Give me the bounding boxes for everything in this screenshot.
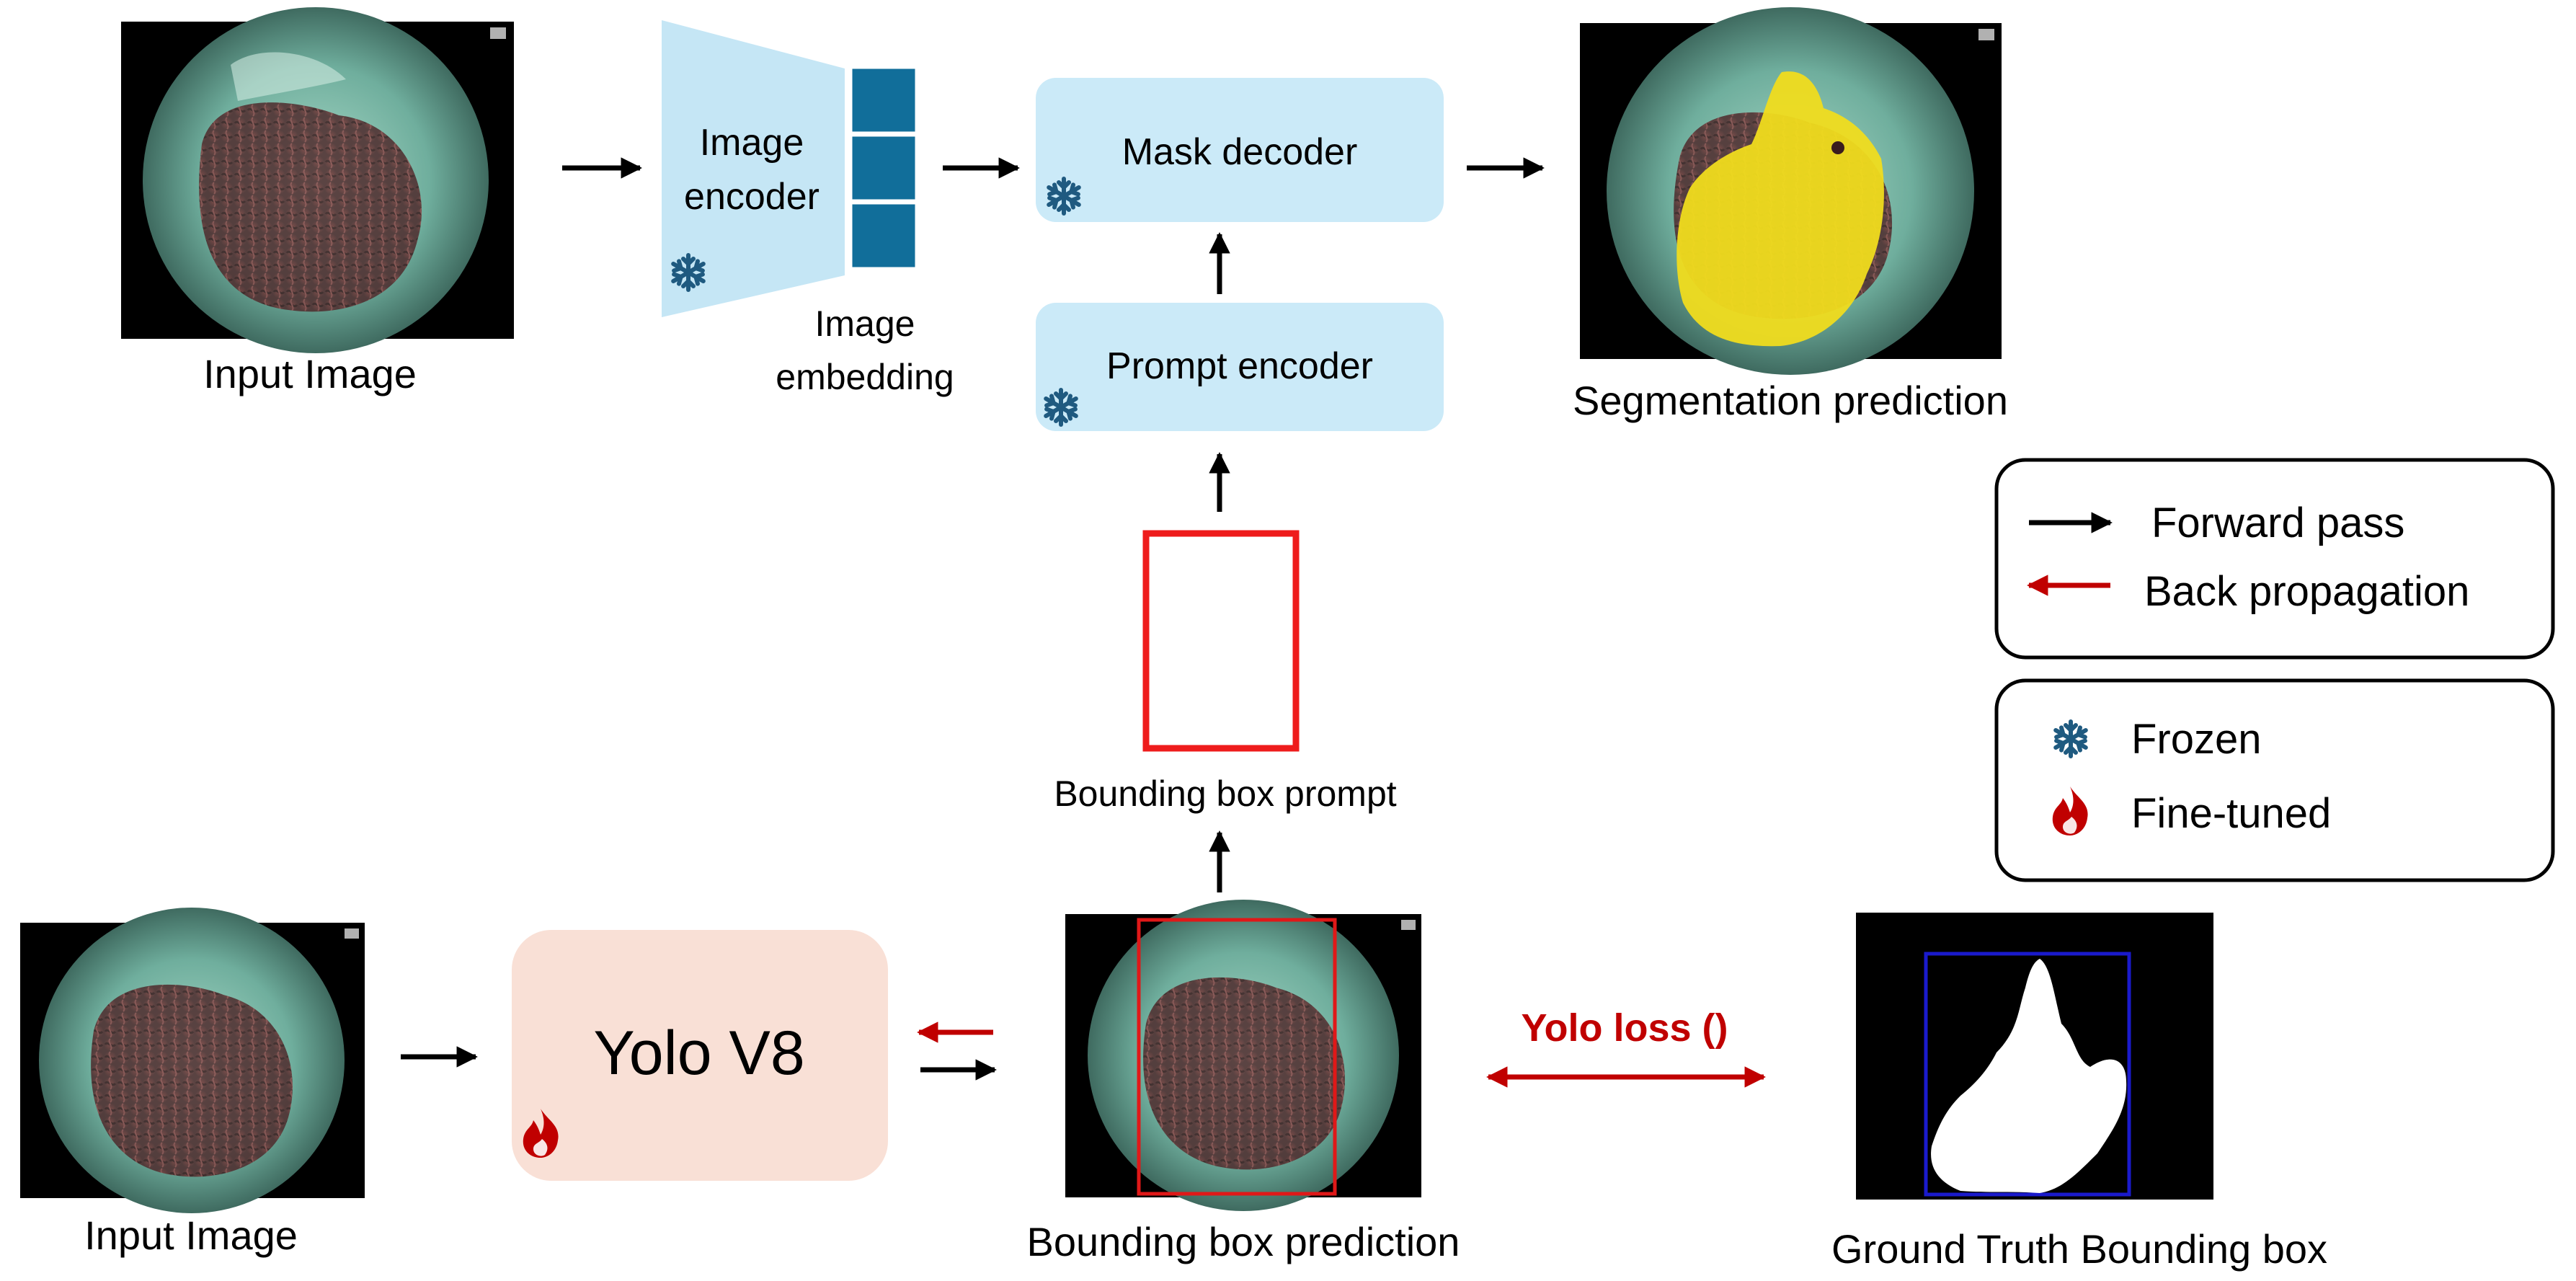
prompt-encoder-block [1036, 303, 1444, 431]
yolo-loss-label: Yolo loss () [1521, 1006, 1728, 1050]
input-image-top [121, 7, 514, 353]
bounding-box-prompt-shape [1142, 530, 1300, 752]
ground-truth-label: Ground Truth Bounding box [1831, 1226, 2327, 1272]
image-embedding-label-1: Image [815, 303, 915, 344]
legend-finetuned-label: Fine-tuned [2131, 790, 2331, 837]
yolo-block [512, 930, 888, 1181]
yolo-label: Yolo V8 [593, 1019, 804, 1088]
input-image-top-label: Input Image [203, 351, 417, 396]
prompt-encoder-label: Prompt encoder [1106, 345, 1373, 387]
image-embedding-label-2: embedding [776, 357, 954, 397]
input-image-bottom-label: Input Image [84, 1213, 298, 1258]
mask-decoder-label: Mask decoder [1122, 131, 1358, 173]
image-encoder-block [662, 20, 845, 317]
bounding-box-prompt-label: Bounding box prompt [1054, 774, 1396, 814]
legend-backprop-label: Back propagation [2144, 568, 2469, 615]
ground-truth-image [1856, 913, 2213, 1200]
bbox-prediction-image [1065, 900, 1421, 1211]
legend-forward-label: Forward pass [2151, 500, 2404, 546]
mask-decoder-block [1036, 78, 1444, 222]
bbox-prediction-label: Bounding box prediction [1027, 1219, 1460, 1264]
image-encoder-label-2: encoder [684, 176, 820, 218]
input-image-bottom [20, 908, 365, 1213]
image-embedding-stack [848, 65, 919, 271]
legend-status: Frozen Fine-tuned [1994, 678, 2555, 882]
segmentation-image [1580, 7, 2002, 375]
legend-frozen-label: Frozen [2131, 716, 2262, 763]
segmentation-label: Segmentation prediction [1573, 378, 2008, 423]
image-encoder-label-1: Image [700, 122, 804, 164]
legend-arrows: Forward pass Back propagation [1994, 458, 2555, 660]
